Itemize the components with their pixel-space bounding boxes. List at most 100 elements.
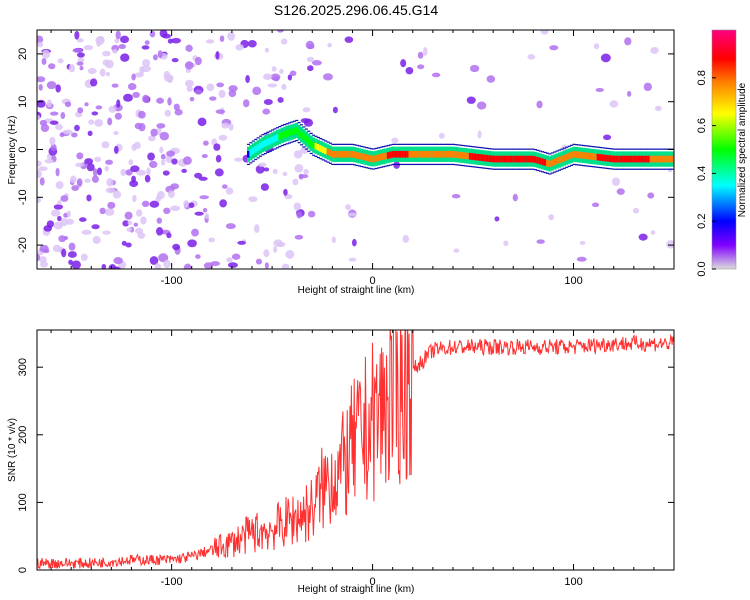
spectrogram-speckle — [189, 96, 195, 102]
spectrogram-speckle — [294, 234, 304, 240]
spectrogram-ridge-core — [529, 155, 533, 163]
spectrogram-speckle — [209, 96, 217, 101]
spectrogram-ridge-edge — [533, 169, 537, 171]
spectrogram-ridge-core — [473, 153, 477, 161]
spectrogram-speckle — [536, 239, 545, 244]
spectrogram-speckle — [40, 124, 50, 133]
spectrogram-ridge-edge — [275, 147, 279, 149]
spectrogram-ridge-core — [280, 132, 284, 139]
spectrogram-ridge-core — [357, 152, 361, 160]
spectrogram-ridge-core — [555, 157, 559, 165]
colorbar-tick-label: 0.2 — [696, 214, 708, 229]
snr-y-tick-label: 300 — [17, 358, 29, 376]
spectrogram-ridge-edge — [562, 167, 566, 169]
spectrogram-ridge-edge — [488, 168, 492, 170]
spectrogram-ridge-edge — [355, 144, 359, 146]
spectrogram-speckle — [102, 50, 111, 57]
spectrogram-speckle — [149, 200, 160, 208]
spectrogram-y-tick-label: 0 — [17, 146, 29, 152]
spectrogram-ridge-edge — [410, 143, 414, 145]
spectrogram-speckle — [264, 262, 269, 269]
spectrogram-ridge-edge — [353, 144, 357, 146]
spectrogram-speckle — [253, 224, 260, 233]
spectrogram-speckle — [91, 111, 99, 116]
spectrogram-speckle — [171, 158, 178, 165]
spectrogram-ridge-edge — [589, 145, 593, 147]
spectrogram-ridge-edge — [321, 159, 325, 161]
spectrogram-ridge-core — [444, 150, 448, 158]
spectrogram-ridge-edge — [355, 164, 359, 166]
spectrogram-speckle — [503, 240, 509, 247]
spectrogram-ridge-edge — [425, 163, 429, 166]
spectrogram-speckle — [263, 73, 272, 80]
spectrogram-speckle — [331, 236, 336, 244]
spectrogram-ridge-edge — [263, 132, 267, 135]
spectrogram-speckle — [39, 119, 48, 126]
spectrogram-ridge-core — [285, 130, 289, 138]
spectrogram-ridge-core — [466, 152, 470, 160]
spectrogram-ridge-core — [249, 149, 253, 156]
spectrogram-speckle — [120, 53, 130, 62]
spectrogram-speckle — [289, 70, 297, 77]
spectrogram-ridge-edge — [613, 168, 617, 170]
spectrogram-ridge-edge — [338, 143, 342, 145]
spectrogram-speckle — [49, 120, 59, 125]
spectrogram-speckle — [157, 50, 163, 59]
spectrogram-ridge-edge — [437, 143, 441, 145]
spectrogram-ridge-core — [333, 150, 337, 158]
spectrogram-speckle — [92, 168, 98, 177]
spectrogram-ridge-core — [304, 135, 308, 143]
spectrogram-ridge-core — [594, 153, 598, 161]
spectrogram-speckle — [216, 82, 225, 88]
spectrogram-ridge-edge — [529, 168, 533, 170]
spectrogram-ridge-core — [495, 155, 499, 163]
spectrogram-speckle — [111, 83, 119, 88]
spectrogram-speckle — [292, 178, 299, 186]
spectrogram-ridge-edge — [362, 146, 366, 148]
spectrogram-ridge-core — [459, 151, 463, 159]
spectrogram-ridge-core — [297, 129, 301, 136]
spectrogram-speckle — [91, 224, 100, 230]
chart-title: S126.2025.296.06.45.G14 — [274, 2, 438, 18]
spectrogram-ridge-edge — [254, 158, 258, 161]
spectrogram-speckle — [144, 174, 151, 183]
spectrogram-speckle — [133, 141, 141, 150]
spectrogram-ridge-edge — [526, 168, 530, 170]
spectrogram-speckle — [393, 161, 401, 169]
spectrogram-speckle — [391, 137, 399, 144]
spectrogram-speckle — [140, 216, 147, 225]
spectrogram-speckle — [201, 153, 208, 159]
spectrogram-ridge-edge — [526, 148, 530, 150]
spectrogram-speckle — [154, 263, 162, 269]
spectrogram-ridge-edge — [331, 143, 335, 145]
spectrogram-ridge-edge — [362, 166, 366, 168]
spectrogram-ridge-core — [485, 154, 489, 162]
spectrogram-speckle — [234, 157, 243, 162]
spectrogram-ridge-edge — [374, 167, 378, 170]
spectrogram-speckle — [86, 194, 92, 202]
spectrogram-ridge-edge — [615, 148, 619, 150]
spectrogram-speckle — [271, 66, 277, 72]
spectrogram-speckle — [149, 30, 156, 38]
spectrogram-speckle — [527, 54, 536, 60]
spectrogram-ridge-edge — [471, 146, 475, 148]
spectrogram-ridge-edge — [389, 144, 393, 146]
spectrogram-ridge-core — [565, 153, 569, 161]
spectrogram-ridge-edge — [485, 167, 489, 170]
spectrogram-speckle — [133, 222, 139, 227]
spectrogram-ridge-edge — [246, 143, 250, 145]
spectrogram-speckle — [277, 97, 284, 103]
spectrogram-ridge-edge — [459, 144, 463, 146]
spectrogram-speckle — [107, 117, 113, 126]
spectrogram-ridge-core — [654, 155, 658, 163]
spectrogram-ridge-core — [283, 131, 287, 138]
spectrogram-speckle — [204, 213, 210, 219]
spectrogram-speckle — [116, 99, 121, 108]
spectrogram-speckle — [60, 111, 66, 120]
spectrogram-speckle — [348, 257, 357, 262]
spectrogram-ridge-edge — [647, 148, 651, 150]
spectrogram-ridge-edge — [632, 148, 636, 150]
spectrogram-ridge-edge — [512, 148, 516, 150]
